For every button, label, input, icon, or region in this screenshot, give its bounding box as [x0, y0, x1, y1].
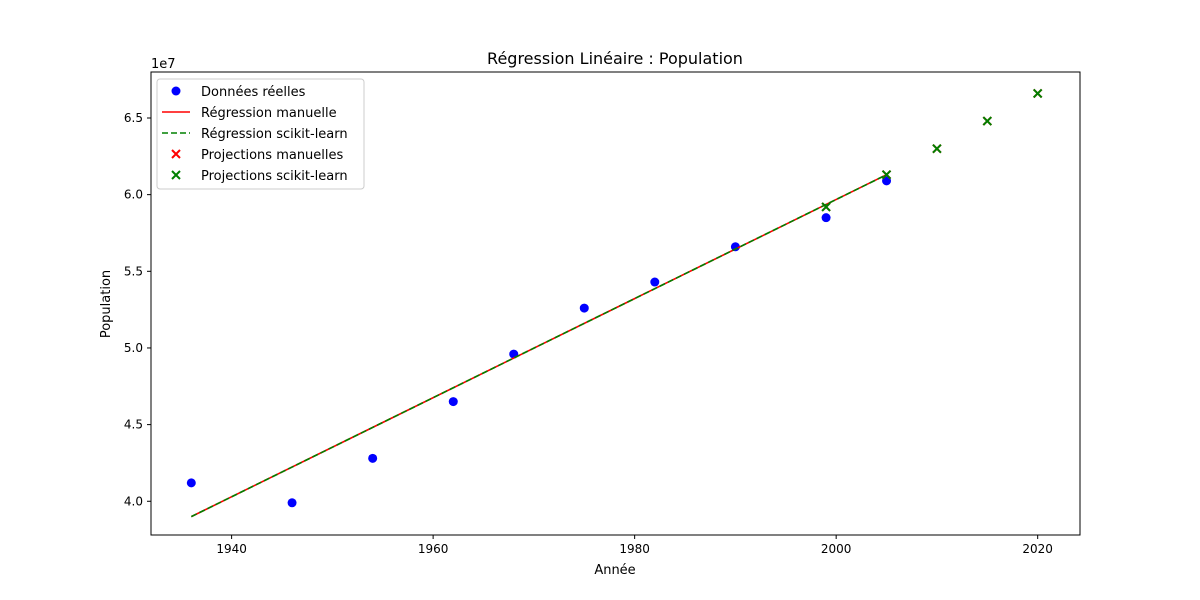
legend-box: [156, 78, 365, 190]
data-point: [650, 277, 660, 287]
data-point: [287, 498, 297, 508]
legend-label: Régression manuelle: [201, 106, 337, 121]
y-tick-label: 6.0: [124, 188, 143, 202]
data-point: [186, 478, 196, 488]
regression-line-sklearn: [190, 174, 887, 518]
x-tick-label: 1980: [619, 542, 650, 556]
y-tick-label: 6.5: [124, 111, 143, 125]
data-point: [448, 397, 458, 407]
data-point: [368, 453, 378, 463]
projection-point: [821, 202, 831, 212]
y-tick-label: 5.0: [124, 341, 143, 355]
y-tick-label: 5.5: [124, 264, 143, 278]
x-tick-label: 1960: [418, 542, 449, 556]
chart-title: Régression Linéaire : Population: [487, 49, 743, 68]
data-point: [579, 303, 589, 313]
series-points: [821, 88, 1043, 212]
y-offset-label: 1e7: [151, 57, 176, 72]
legend-label: Données réelles: [201, 85, 306, 100]
series-points: [186, 176, 892, 508]
legend-circle-icon: [171, 86, 181, 96]
legend-x-icon: [171, 170, 181, 180]
y-tick-label: 4.5: [124, 418, 143, 432]
legend: Données réelles Régression manuelle Régres…: [156, 78, 365, 190]
x-tick-label: 2000: [821, 542, 852, 556]
projection-point: [1032, 88, 1043, 99]
plot-frame: [150, 71, 1081, 536]
legend-label: Régression scikit-learn: [201, 127, 348, 142]
x-tick-label: 1940: [216, 542, 247, 556]
legend-label: Projections manuelles: [201, 148, 344, 163]
series-points: [821, 88, 1043, 212]
projection-point: [881, 170, 892, 180]
data-point: [730, 242, 740, 252]
projection-point: [982, 116, 993, 126]
projection-point: [932, 143, 942, 154]
axis-ticks: 1940 1960 1980 2000 2020 4.0 4.5 5.0 5.5 6.0 6.5: [124, 111, 1053, 556]
legend-x-icon: [171, 149, 181, 159]
y-tick-label: 4.0: [124, 494, 143, 508]
data-point: [821, 213, 831, 223]
y-axis-label: Population: [99, 270, 114, 338]
legend-label: Projections scikit-learn: [201, 169, 348, 184]
x-axis-label: Année: [594, 563, 635, 578]
x-tick-label: 2020: [1022, 542, 1053, 556]
series-line: [190, 174, 887, 518]
plot-area: [186, 88, 1043, 518]
data-point: [882, 176, 892, 186]
